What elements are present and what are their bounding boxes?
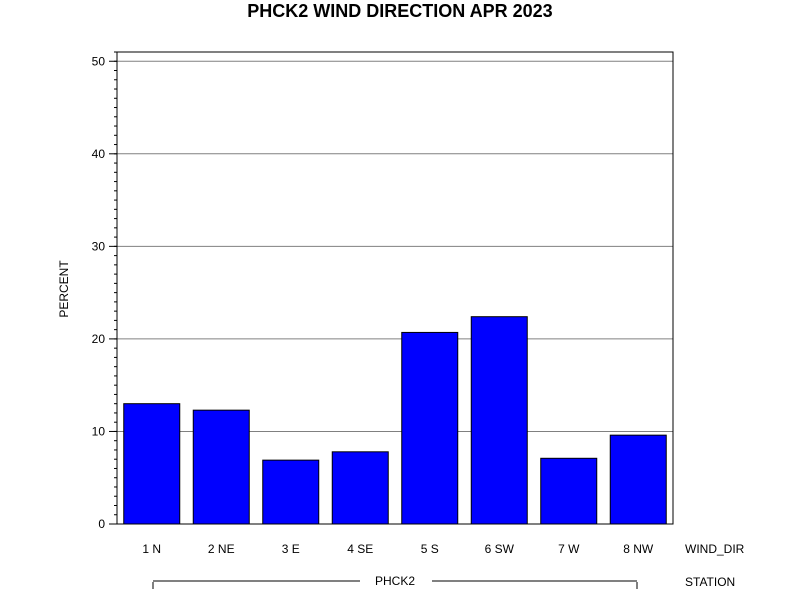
y-axis-label: PERCENT <box>57 260 71 318</box>
bar-7-w <box>540 457 598 525</box>
chart-title: PHCK2 WIND DIRECTION APR 2023 <box>247 1 552 21</box>
y-tick-label: 30 <box>92 239 106 253</box>
bar-6-sw <box>470 316 528 525</box>
bar-1-n <box>123 403 181 525</box>
x-tick-label: 4 SE <box>347 542 373 556</box>
y-tick-label: 0 <box>98 517 105 531</box>
bar-5-s <box>401 331 459 525</box>
bars <box>123 316 667 525</box>
x-tick-label: 6 SW <box>485 542 515 556</box>
station-group-bracket: PHCK2 <box>152 574 638 589</box>
y-tick-label: 20 <box>92 332 106 346</box>
y-tick-label: 50 <box>92 54 106 68</box>
y-tick-label: 10 <box>92 424 106 438</box>
group-label: PHCK2 <box>375 574 415 588</box>
grid-lines <box>117 60 673 432</box>
bar-4-se <box>331 451 389 525</box>
x-axis-tick-labels: 1 N 2 NE 3 E 4 SE 5 S 6 SW 7 W 8 NW <box>142 542 654 556</box>
x-tick-label: 2 NE <box>208 542 235 556</box>
plot-frame <box>116 51 674 525</box>
x-tick-label: 3 E <box>282 542 300 556</box>
x-tick-label: 7 W <box>558 542 580 556</box>
bar-3-e <box>262 459 320 525</box>
x-axis-label: WIND_DIR <box>685 542 745 556</box>
x-tick-label: 5 S <box>421 542 439 556</box>
y-axis-ticks: 0 10 20 30 40 50 <box>92 51 117 531</box>
y-tick-label: 40 <box>92 147 106 161</box>
bar-8-nw <box>609 434 667 525</box>
x-tick-label: 1 N <box>142 542 161 556</box>
x-tick-label: 8 NW <box>623 542 654 556</box>
group-axis-label: STATION <box>685 575 735 589</box>
bar-2-ne <box>192 409 250 525</box>
